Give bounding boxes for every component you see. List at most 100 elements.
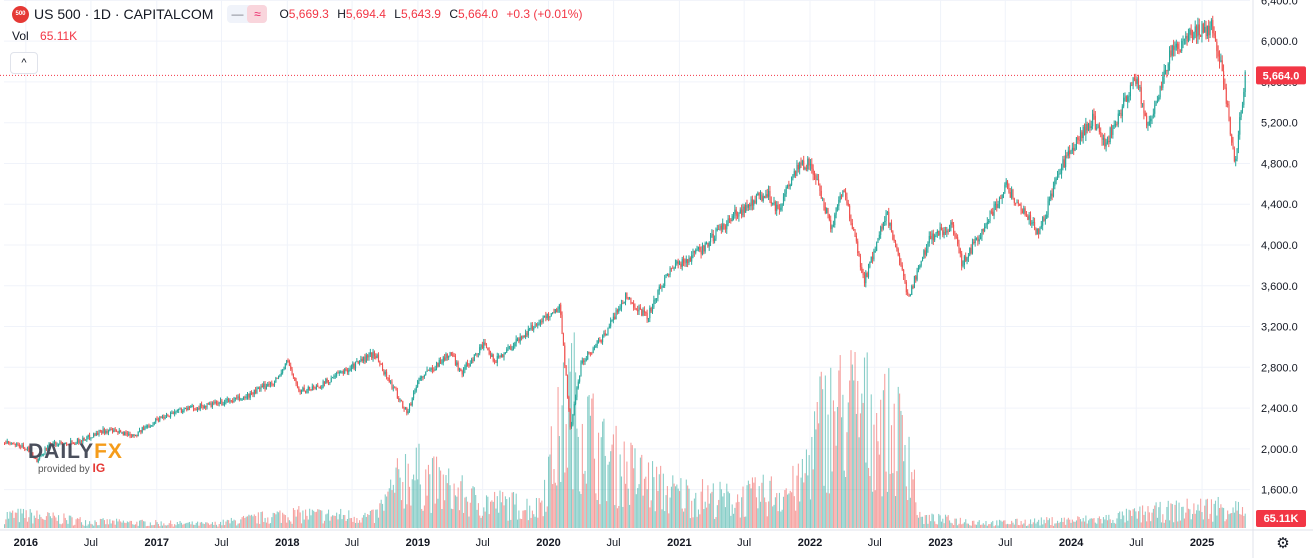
volume-bar: [762, 474, 764, 528]
candle-body: [731, 215, 733, 222]
volume-label[interactable]: Vol: [12, 29, 29, 43]
compare-style-icon[interactable]: ≈: [247, 5, 268, 23]
volume-bar: [561, 405, 563, 528]
volume-bar: [311, 509, 313, 528]
volume-bar: [892, 473, 894, 528]
candle-body: [368, 354, 370, 358]
settings-gear-icon[interactable]: ⚙: [1276, 535, 1290, 552]
volume-bar: [612, 434, 614, 528]
candle-body: [392, 387, 394, 389]
line-style-icon[interactable]: —: [231, 7, 244, 21]
volume-bar: [1094, 522, 1096, 528]
candle-body: [800, 162, 802, 165]
candle-body: [468, 365, 470, 367]
volume-bar: [329, 520, 331, 528]
volume-bar: [908, 436, 910, 528]
volume-bar: [272, 512, 274, 528]
volume-bar: [932, 514, 934, 528]
volume-bar: [889, 473, 891, 528]
candle-body: [789, 185, 791, 187]
candle-body: [832, 224, 834, 227]
volume-bar: [1182, 506, 1184, 528]
volume-bar: [615, 425, 617, 528]
volume-bar: [1009, 524, 1011, 528]
candle-body: [1046, 214, 1048, 219]
candle-body: [480, 345, 482, 348]
volume-bar: [503, 505, 505, 528]
candle-body: [1244, 72, 1246, 92]
candle-body: [668, 274, 670, 276]
candle-body: [286, 360, 288, 364]
x-tick-label: 2018: [275, 537, 299, 549]
volume-bar: [538, 498, 540, 528]
candle-body: [257, 387, 259, 389]
volume-bar: [1125, 508, 1127, 528]
candle-body: [733, 213, 735, 216]
candle-body: [938, 230, 940, 236]
candle-body: [1201, 23, 1203, 37]
volume-bar: [803, 482, 805, 528]
candle-body: [734, 209, 736, 214]
volume-bar: [819, 376, 821, 528]
volume-bar: [915, 502, 917, 528]
candle-body: [14, 444, 16, 445]
volume-bar: [623, 441, 625, 528]
volume-bar: [822, 389, 824, 528]
volume-bar: [296, 509, 299, 528]
volume-bar: [282, 512, 284, 528]
volume-bar: [940, 521, 942, 528]
volume-bar: [197, 521, 199, 528]
volume-bar: [1201, 512, 1203, 528]
candle-body: [438, 360, 440, 367]
candle-body: [1182, 39, 1184, 41]
candle-body: [515, 338, 517, 344]
candle-body: [263, 383, 265, 388]
symbol-title[interactable]: US 500 · 1D · CAPITALCOM: [34, 6, 214, 22]
volume-bar: [26, 521, 29, 528]
candle-body: [268, 384, 270, 385]
candle-body: [646, 312, 648, 320]
candle-body: [375, 356, 377, 358]
volume-bar: [1101, 523, 1103, 528]
volume-bar: [151, 525, 153, 528]
volume-bar: [627, 488, 629, 528]
volume-bar: [179, 520, 181, 528]
candle-body: [278, 375, 280, 379]
volume-bar: [917, 517, 920, 528]
candle-body: [549, 316, 551, 318]
candle-body: [560, 304, 562, 315]
candle-body: [425, 371, 427, 375]
candle-body: [758, 193, 760, 196]
candle-body: [1084, 127, 1086, 135]
candle-body: [1015, 202, 1017, 204]
candle-body: [21, 444, 23, 448]
collapse-legend-button[interactable]: ^: [10, 52, 38, 74]
symbol-badge-icon[interactable]: 500: [12, 5, 29, 23]
candle-body: [638, 307, 640, 312]
candle-body: [12, 442, 14, 444]
volume-bar: [98, 525, 100, 528]
volume-bar: [992, 520, 994, 528]
candle-body: [1040, 225, 1042, 228]
candle-body: [538, 323, 540, 325]
candle-body: [53, 441, 56, 444]
candle-body: [122, 432, 124, 436]
candle-body: [271, 382, 273, 384]
candle-body: [296, 383, 299, 388]
candle-body: [803, 160, 805, 170]
volume-bar: [1123, 515, 1125, 528]
chart-style-toggle[interactable]: — ≈: [227, 5, 268, 23]
candle-body: [172, 412, 174, 414]
candle-body: [981, 228, 983, 237]
candle-body: [604, 333, 606, 335]
candle-body: [255, 389, 257, 394]
candle-body: [182, 411, 184, 413]
volume-bar: [895, 496, 897, 528]
candle-body: [179, 408, 181, 410]
candle-body: [591, 352, 593, 354]
volume-bar: [481, 515, 483, 528]
candle-body: [641, 309, 643, 316]
volume-bar: [626, 461, 628, 528]
volume-bar: [685, 479, 687, 528]
